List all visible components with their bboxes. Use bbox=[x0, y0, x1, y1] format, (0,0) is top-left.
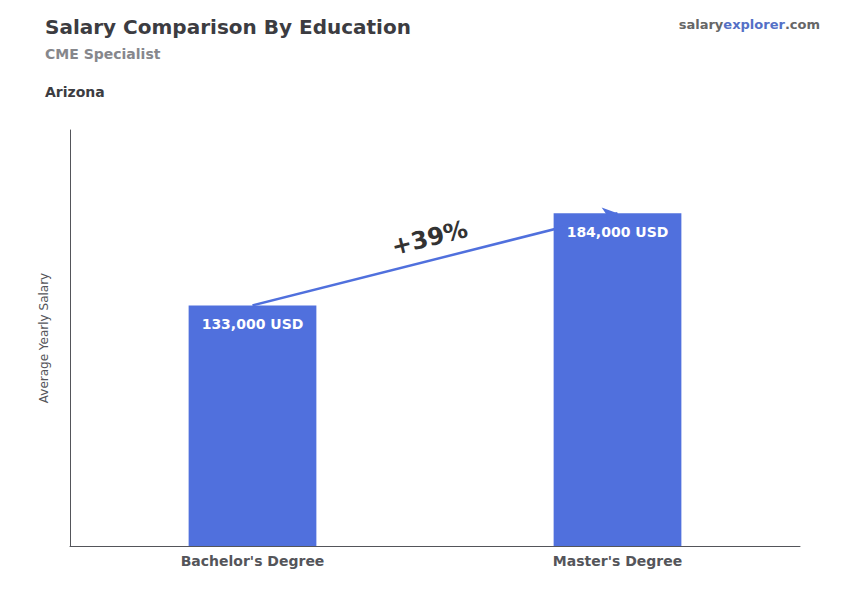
svg-text:.com: .com bbox=[785, 17, 820, 32]
svg-text:Bachelor's Degree: Bachelor's Degree bbox=[181, 553, 325, 569]
svg-text:+39%: +39% bbox=[389, 215, 471, 261]
svg-text:133,000 USD: 133,000 USD bbox=[202, 316, 304, 332]
svg-text:explorer: explorer bbox=[723, 17, 785, 32]
svg-text:Master's Degree: Master's Degree bbox=[553, 553, 682, 569]
svg-text:Average Yearly Salary: Average Yearly Salary bbox=[37, 273, 51, 403]
svg-text:184,000 USD: 184,000 USD bbox=[567, 224, 669, 240]
svg-text:CME Specialist: CME Specialist bbox=[45, 46, 161, 62]
svg-text:salary: salary bbox=[679, 17, 724, 32]
svg-text:Arizona: Arizona bbox=[45, 84, 105, 100]
svg-text:Salary Comparison By Education: Salary Comparison By Education bbox=[45, 15, 411, 39]
